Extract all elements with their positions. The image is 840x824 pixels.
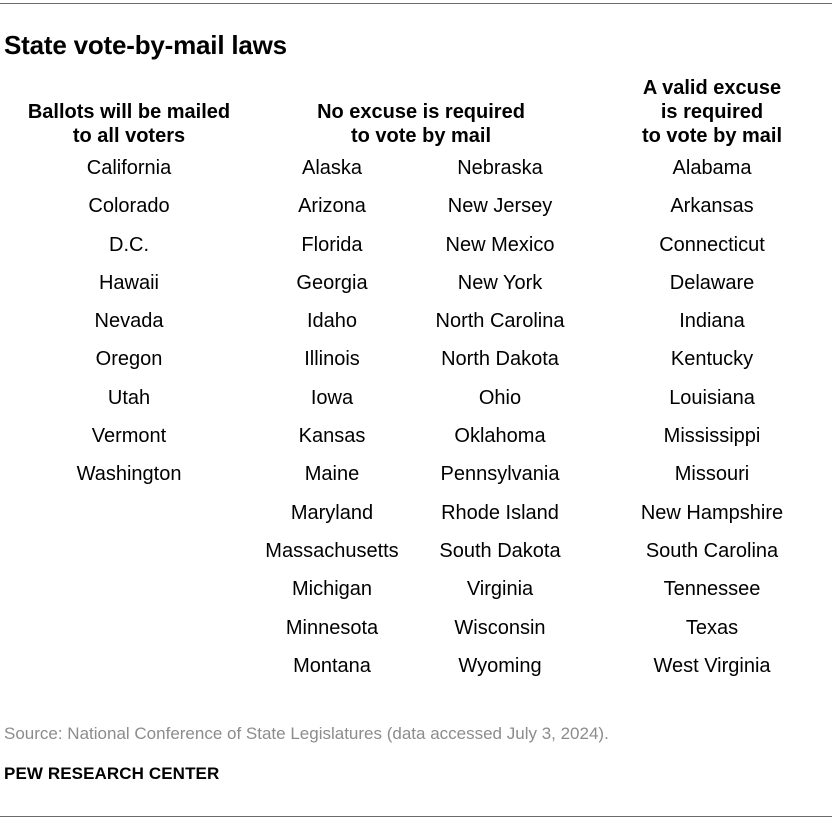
bottom-divider [0, 816, 832, 817]
header-line: is required [660, 101, 764, 123]
state-item: Washington [76, 463, 182, 486]
list-all-mail: California Colorado D.C. Hawaii Nevada O… [49, 152, 209, 497]
state-item: Nevada [94, 310, 164, 333]
state-item: Iowa [310, 386, 354, 409]
header-line: to vote by mail [350, 125, 492, 147]
state-item: Utah [107, 386, 151, 409]
state-item: Maryland [290, 501, 374, 524]
list-no-excuse-right: Nebraska New Jersey New Mexico New York … [410, 152, 590, 688]
source-note: Source: National Conference of State Leg… [4, 724, 609, 743]
state-item: Kentucky [670, 348, 754, 371]
header-no-excuse: No excuse is required to vote by mail [301, 100, 541, 148]
state-item: Massachusetts [265, 539, 399, 562]
state-item: Arizona [298, 195, 366, 218]
state-item: Illinois [304, 348, 360, 371]
state-item: California [86, 157, 172, 179]
state-item: Oklahoma [454, 425, 546, 448]
state-item: Ohio [478, 386, 522, 409]
header-line: A valid excuse [642, 77, 782, 99]
state-item: Minnesota [285, 616, 379, 639]
state-item: Montana [293, 654, 371, 677]
state-item: North Dakota [441, 348, 559, 371]
state-item: Alabama [672, 157, 752, 179]
state-item: Georgia [296, 271, 368, 294]
state-item: North Carolina [435, 310, 565, 333]
state-item: Rhode Island [441, 501, 559, 524]
state-item: Idaho [306, 310, 358, 333]
state-item: New Mexico [445, 233, 555, 256]
state-item: Pennsylvania [440, 463, 560, 486]
header-excuse-required: A valid excuse is required to vote by ma… [612, 76, 812, 148]
state-item: Arkansas [670, 195, 754, 218]
state-item: Kansas [298, 425, 366, 448]
state-item: Michigan [291, 578, 373, 601]
state-item: D.C. [109, 233, 149, 256]
state-item: Texas [685, 616, 739, 639]
state-item: Florida [301, 233, 363, 256]
state-item: South Carolina [645, 539, 779, 562]
header-line: No excuse is required [317, 101, 525, 123]
header-line: to all voters [72, 125, 186, 147]
state-item: Virginia [466, 578, 534, 601]
state-item: Delaware [669, 271, 755, 294]
organization-credit: PEW RESEARCH CENTER [4, 764, 220, 783]
header-all-mail: Ballots will be mailed to all voters [14, 100, 244, 148]
state-item: New York [457, 271, 543, 294]
header-line: Ballots will be mailed [27, 101, 231, 123]
state-item: Connecticut [659, 233, 765, 256]
state-item: West Virginia [653, 654, 771, 677]
state-item: Hawaii [98, 271, 160, 294]
state-item: South Dakota [439, 539, 561, 562]
state-item: Missouri [674, 463, 750, 486]
state-item: Oregon [95, 348, 163, 371]
state-item: Mississippi [663, 425, 761, 448]
state-item: Wyoming [458, 654, 542, 677]
state-item: Alaska [301, 157, 363, 179]
state-item: Wisconsin [454, 616, 546, 639]
state-item: Maine [304, 463, 360, 486]
list-no-excuse-left: Alaska Arizona Florida Georgia Idaho Ill… [247, 152, 417, 688]
state-item: Tennessee [663, 578, 761, 601]
list-excuse-required: Alabama Arkansas Connecticut Delaware In… [612, 152, 812, 688]
state-item: Louisiana [669, 386, 755, 409]
top-divider [0, 3, 832, 4]
state-item: New Jersey [447, 195, 553, 218]
header-line: to vote by mail [641, 125, 783, 147]
state-item: New Hampshire [640, 501, 784, 524]
state-item: Indiana [679, 310, 745, 333]
state-item: Nebraska [457, 157, 543, 179]
chart-title: State vote-by-mail laws [4, 30, 287, 60]
state-item: Colorado [88, 195, 170, 218]
state-item: Vermont [91, 425, 167, 448]
